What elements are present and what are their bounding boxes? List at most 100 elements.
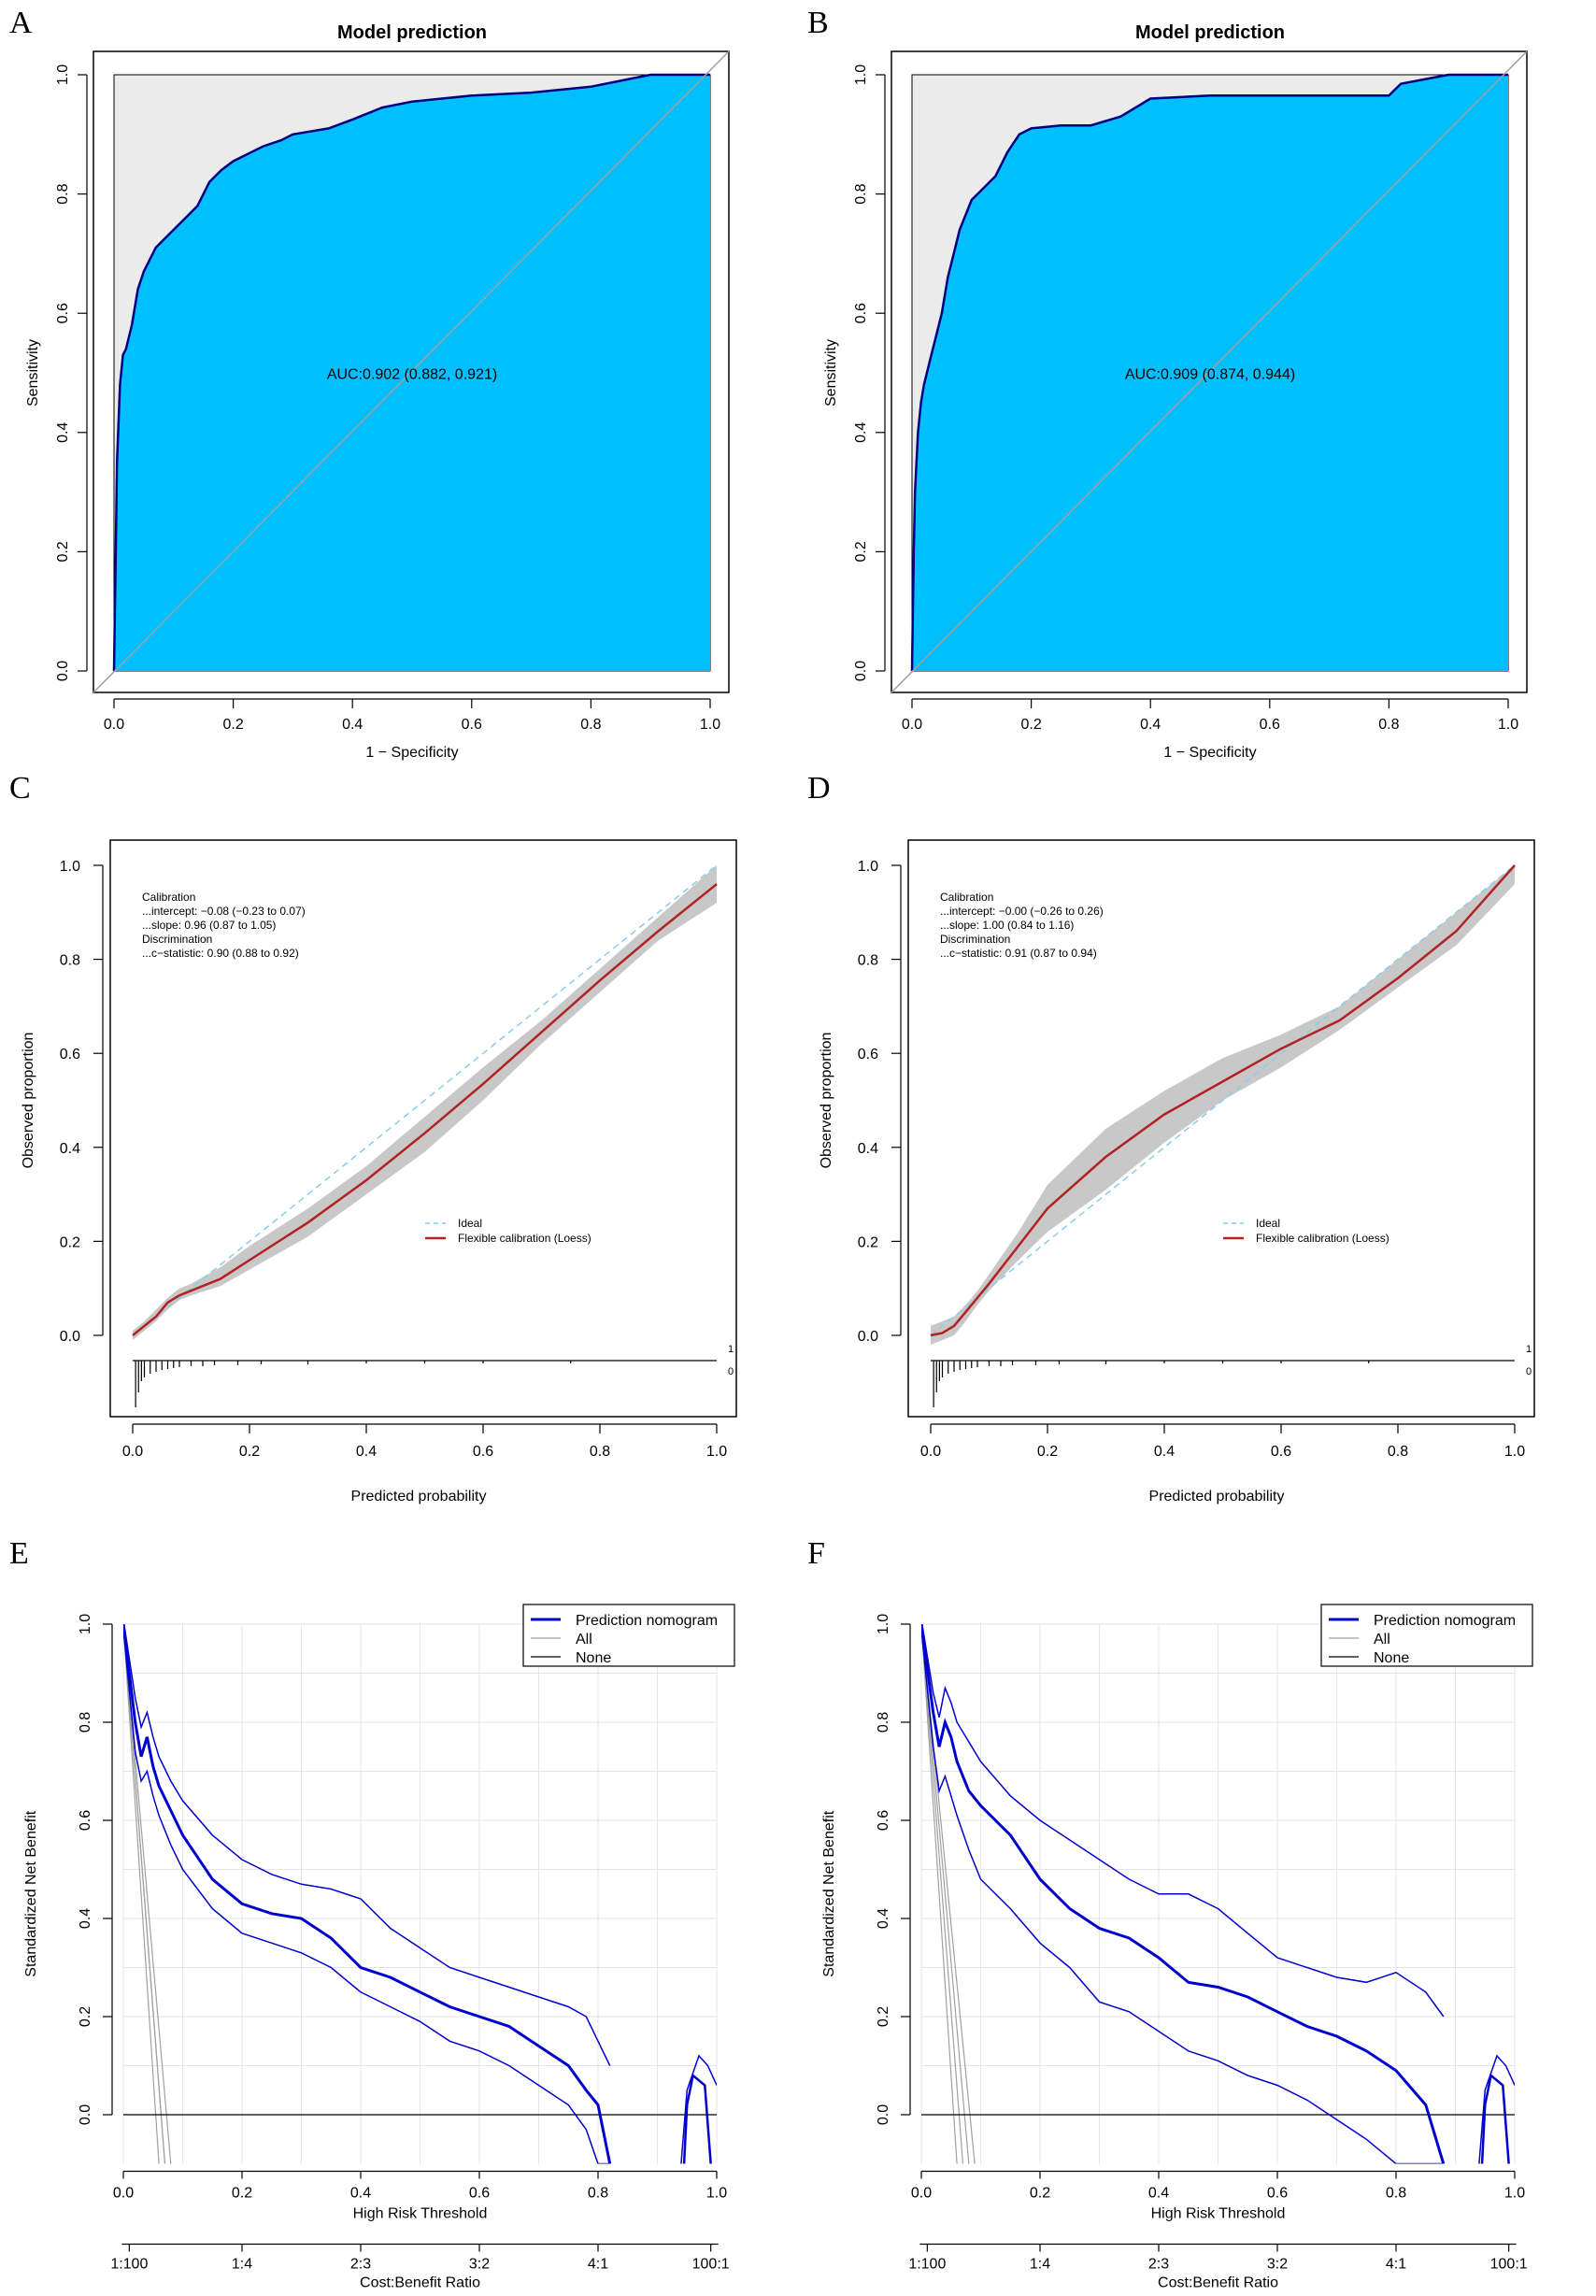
x-tick-label: 0.4: [350, 2186, 371, 2202]
x-tick-label: 0.2: [1030, 2186, 1050, 2202]
roc-chart-B: Model prediction 0.0 0.2 0.4 0.6 0.8 1.0 1 − Sp…: [823, 22, 1528, 761]
all-strategy-line: [123, 1624, 166, 2164]
y-tick-label: 0.6: [853, 303, 869, 323]
x2-tick-label: 4:1: [1386, 2257, 1406, 2273]
x-tick-label: 0.0: [902, 717, 922, 733]
x-tick-label: 0.2: [1020, 717, 1041, 733]
panel-E-decision-curve-chart: E 0.0 0.2 0.4 0.6 0.8 1.0 High Risk Threshold 1…: [0, 1531, 798, 2296]
calibration-stat-line: Discrimination: [142, 933, 212, 946]
x-tick-label: 1.0: [1498, 717, 1518, 733]
calibration-stat-line: ...intercept: −0.08 (−0.23 to 0.07): [142, 905, 306, 918]
x-tick-label: 0.4: [1154, 1444, 1175, 1460]
x-axis-label: High Risk Threshold: [353, 2206, 488, 2222]
x-tick-label: 1.0: [1504, 2186, 1525, 2202]
x-tick-label: 0.6: [1271, 1444, 1291, 1460]
nomogram-net-benefit-curve: [921, 1624, 1446, 2164]
y-tick-label: 0.8: [60, 953, 80, 969]
all-strategy-line: [123, 1624, 160, 2164]
y-tick-label: 0.2: [876, 2006, 891, 2027]
x2-tick-label: 100:1: [1490, 2257, 1528, 2273]
calibration-stat-line: ...slope: 1.00 (0.84 to 1.16): [940, 919, 1074, 932]
chart-title: Model prediction: [337, 22, 487, 43]
y-tick-label: 0.0: [853, 661, 869, 681]
y-tick-label: 0.6: [876, 1810, 891, 1831]
x-tick-label: 0.8: [580, 717, 601, 733]
x-tick-label: 0.2: [232, 2186, 252, 2202]
legend-box: [522, 1604, 735, 1667]
nomogram-tail-curve: [682, 2073, 712, 2164]
confidence-band: [931, 865, 1515, 1346]
x-axis-label: Predicted probability: [351, 1489, 487, 1505]
roc-chart-A: Model prediction 0.0 0.2 0.4 0.6 0.8 1.0 1 − Sp…: [25, 22, 730, 761]
x-tick-label: 0.6: [469, 2186, 490, 2202]
legend-box: [1320, 1604, 1533, 1667]
x-tick-label: 0.0: [113, 2186, 134, 2202]
calibration-chart-C: 1 0 0.0 0.2 0.4 0.6 0.8 1.0 Predicted probabilit…: [21, 839, 737, 1505]
panel-A-roc-chart: A Model prediction 0.0 0.2 0.4 0.6 0.8 1.0 1 − …: [0, 0, 798, 765]
y-tick-label: 0.2: [55, 541, 71, 562]
x2-axis-label: Cost:Benefit Ratio: [360, 2275, 480, 2291]
x-tick-label: 0.8: [1386, 2186, 1406, 2202]
x-axis-label: Predicted probability: [1149, 1489, 1285, 1505]
y-tick-label: 0.4: [60, 1141, 80, 1157]
nomogram-tail-upper: [1478, 2054, 1515, 2164]
x-tick-label: 0.6: [473, 1444, 493, 1460]
y-tick-label: 0.4: [858, 1141, 878, 1157]
x-tick-label: 0.2: [222, 717, 243, 733]
y-axis-label: Sensitivity: [823, 339, 839, 406]
y-axis-label: Standardized Net Benefit: [821, 1810, 837, 1976]
x-tick-label: 0.4: [1140, 717, 1161, 733]
x2-tick-label: 2:3: [350, 2257, 371, 2273]
decision-curve-chart-F: 0.0 0.2 0.4 0.6 0.8 1.0 High Risk Threshold 1:1…: [821, 1604, 1533, 2291]
legend-label: All: [576, 1632, 592, 1647]
y-tick-label: 0.4: [55, 422, 71, 443]
y-tick-label: 0.4: [78, 1908, 93, 1929]
x-tick-label: 0.6: [1267, 2186, 1288, 2202]
panel-letter: D: [807, 771, 831, 806]
x2-tick-label: 2:3: [1148, 2257, 1169, 2273]
x-tick-label: 0.4: [1148, 2186, 1169, 2202]
x-tick-label: 1.0: [706, 1444, 727, 1460]
chart-title: Model prediction: [1135, 22, 1285, 43]
decision-curve-chart-E: 0.0 0.2 0.4 0.6 0.8 1.0 High Risk Threshold 1:1…: [23, 1604, 735, 2291]
y-tick-label: 0.8: [78, 1712, 93, 1733]
y-tick-label: 0.0: [55, 661, 71, 681]
y-axis-label: Observed proportion: [21, 1033, 36, 1169]
panel-letter: E: [9, 1536, 29, 1571]
reference-diagonal: [891, 50, 1528, 693]
plot-series-group: [123, 1624, 717, 2164]
panel-letter: F: [807, 1536, 825, 1571]
x-tick-label: 1.0: [1504, 1444, 1525, 1460]
y-tick-label: 0.8: [876, 1712, 891, 1733]
x2-tick-label: 3:2: [1267, 2257, 1288, 2273]
x2-tick-label: 100:1: [692, 2257, 730, 2273]
x-tick-label: 0.0: [122, 1444, 143, 1460]
y-tick-label: 0.6: [78, 1810, 93, 1831]
x2-tick-label: 3:2: [469, 2257, 490, 2273]
x2-tick-label: 1:4: [1030, 2257, 1050, 2273]
y-tick-label: 1.0: [876, 1614, 891, 1634]
x2-tick-label: 1:4: [232, 2257, 252, 2273]
nomogram-tail-upper: [680, 2054, 717, 2164]
auc-annotation: AUC:0.909 (0.874, 0.944): [1125, 366, 1295, 382]
panel-B-roc-chart: B Model prediction 0.0 0.2 0.4 0.6 0.8 1.0 1 − …: [798, 0, 1596, 765]
y-tick-label: 0.0: [876, 2104, 891, 2125]
y-tick-label: 0.4: [853, 422, 869, 443]
x-tick-label: 0.6: [462, 717, 482, 733]
panel-D-calibration-chart: D 1 0 0.0 0.2 0.4 0.6 0.8 1.0 Predicted probabil…: [798, 765, 1596, 1531]
rug-label-1: 1: [1526, 1344, 1532, 1355]
x-tick-label: 0.6: [1260, 717, 1280, 733]
auc-annotation: AUC:0.902 (0.882, 0.921): [327, 366, 497, 382]
ideal-line: [930, 864, 1516, 1336]
x-tick-label: 1.0: [706, 2186, 727, 2202]
legend-loess-label: Flexible calibration (Loess): [1256, 1232, 1389, 1245]
x-tick-label: 0.8: [1388, 1444, 1408, 1460]
x-tick-label: 0.0: [911, 2186, 932, 2202]
y-tick-label: 0.0: [78, 2104, 93, 2125]
y-tick-label: 1.0: [853, 64, 869, 85]
x2-tick-label: 1:100: [908, 2257, 946, 2273]
x-axis-label: High Risk Threshold: [1151, 2206, 1286, 2222]
x-tick-label: 0.8: [590, 1444, 610, 1460]
roc-curve: [112, 73, 710, 672]
y-tick-label: 0.0: [858, 1329, 878, 1345]
